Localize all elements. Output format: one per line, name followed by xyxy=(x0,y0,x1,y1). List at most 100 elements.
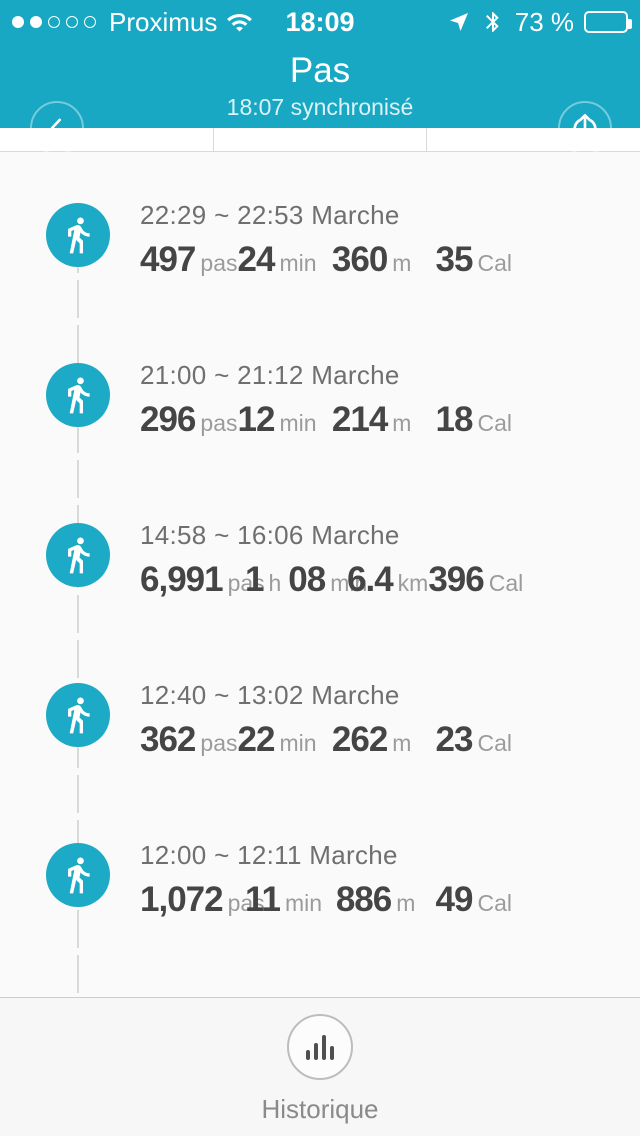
history-button[interactable] xyxy=(287,1014,353,1080)
walking-person-icon xyxy=(68,537,90,574)
stat-value: 886 xyxy=(335,880,392,919)
page-title: Pas xyxy=(289,51,351,90)
stat-value: 6.4 xyxy=(347,560,394,599)
signal-dot xyxy=(30,16,42,28)
stat-unit: m xyxy=(392,250,412,276)
bluetooth-icon xyxy=(485,12,499,32)
activity-time-range: 12:40 ~ 13:02 xyxy=(140,680,312,710)
stat-value: 1 xyxy=(245,560,264,599)
stats-table-remnant xyxy=(0,128,640,152)
activity-row[interactable]: 22:29 ~ 22:53 Marche 497 pas 24 min 360 m 35 Ca… xyxy=(0,152,640,312)
activity-row[interactable]: 14:58 ~ 16:06 Marche 6,991 pas 1 h 08 min 6.4 k… xyxy=(0,472,640,632)
timeline-connector xyxy=(77,235,79,997)
table-cell xyxy=(0,128,214,151)
stat-cell: 6.4 km xyxy=(347,560,428,600)
walk-activity-badge xyxy=(46,363,110,427)
activity-row[interactable]: 12:40 ~ 13:02 Marche 362 pas 22 min 262 m 23 Ca… xyxy=(0,632,640,792)
bar-chart-icon xyxy=(306,1035,334,1060)
activity-details: 22:29 ~ 22:53 Marche 497 pas 24 min 360 m 35 Ca… xyxy=(140,200,518,280)
stat-value: 360 xyxy=(331,240,388,279)
signal-dot xyxy=(12,16,24,28)
location-arrow-icon xyxy=(449,13,468,31)
stat-value: 24 xyxy=(237,240,276,279)
signal-dot xyxy=(48,16,60,28)
activity-details: 21:00 ~ 21:12 Marche 296 pas 12 min 214 m 18 Ca… xyxy=(140,360,518,440)
stat-unit: pas xyxy=(227,890,265,916)
activity-stats: 296 pas 12 min 214 m 18 Cal xyxy=(140,400,518,440)
activity-stats: 362 pas 22 min 262 m 23 Cal xyxy=(140,720,518,760)
sync-upload-icon xyxy=(573,113,597,141)
activity-title: 21:00 ~ 21:12 Marche xyxy=(140,360,518,391)
stat-unit: min xyxy=(279,250,317,276)
stat-value: 23 xyxy=(435,720,474,759)
stat-unit: pas xyxy=(227,570,265,596)
stat-cell: 35 Cal xyxy=(436,240,518,280)
activity-row[interactable]: 12:00 ~ 12:11 Marche 1,072 pas 11 min 886 m 49… xyxy=(0,792,640,952)
stat-value: 1,072 xyxy=(140,880,224,919)
stat-unit: Cal xyxy=(477,410,512,436)
stat-unit: Cal xyxy=(477,730,512,756)
carrier-label: Proximus xyxy=(109,6,218,37)
activity-time-range: 22:29 ~ 22:53 xyxy=(140,200,312,230)
activity-stats: 6,991 pas 1 h 08 min 6.4 km 396 Cal xyxy=(140,560,523,600)
activity-title: 14:58 ~ 16:06 Marche xyxy=(140,520,518,551)
stat-value: 11 xyxy=(245,880,281,919)
stat-cell: 396 Cal xyxy=(428,560,529,600)
stat-cell: 23 Cal xyxy=(436,720,518,760)
activity-stats: 1,072 pas 11 min 886 m 49 Cal xyxy=(140,880,518,920)
stat-value: 12 xyxy=(237,400,276,439)
stat-unit: m xyxy=(392,730,412,756)
walk-activity-badge xyxy=(46,203,110,267)
stat-cell: 214 m xyxy=(332,400,436,440)
footer-bar: Historique xyxy=(0,997,640,1136)
activity-type: Marche xyxy=(311,680,400,710)
stat-value: 396 xyxy=(428,560,484,599)
walk-activity-badge xyxy=(46,843,110,907)
signal-dot xyxy=(84,16,96,28)
activity-time-range: 12:00 ~ 12:11 xyxy=(140,840,310,870)
stat-cell: 18 Cal xyxy=(436,400,518,440)
stat-cell: 497 pas xyxy=(140,240,238,280)
stat-cell: 12 min xyxy=(238,400,332,440)
back-button[interactable] xyxy=(30,101,84,155)
stat-cell: 1 h 08 min xyxy=(245,560,367,600)
walking-person-icon xyxy=(68,377,90,414)
stat-unit: pas xyxy=(200,730,238,756)
walking-person-icon xyxy=(68,857,90,894)
stat-value: 18 xyxy=(435,400,474,439)
stat-unit: m xyxy=(396,890,416,916)
activity-type: Marche xyxy=(311,360,400,390)
stat-cell: 11 min xyxy=(245,880,336,920)
stat-cell: 362 pas xyxy=(140,720,238,760)
activity-details: 14:58 ~ 16:06 Marche 6,991 pas 1 h 08 min 6.4 k… xyxy=(140,520,523,600)
stat-cell: 22 min xyxy=(238,720,332,760)
status-left-group: Proximus xyxy=(12,7,253,38)
sync-button[interactable] xyxy=(558,101,612,155)
stat-cell: 1,072 pas xyxy=(140,880,265,920)
stat-unit: pas xyxy=(200,410,238,436)
stat-value: 35 xyxy=(435,240,474,279)
stat-unit: min xyxy=(330,570,368,596)
activity-title: 12:40 ~ 13:02 Marche xyxy=(140,680,518,711)
activity-row[interactable]: 21:00 ~ 21:12 Marche 296 pas 12 min 214 m 18 Ca… xyxy=(0,312,640,472)
stat-cell: 6,991 pas xyxy=(140,560,265,600)
walk-activity-badge xyxy=(46,683,110,747)
status-bar: Proximus 18:09 73 % xyxy=(0,0,640,44)
stat-cell: 360 m xyxy=(332,240,436,280)
stat-cell: 886 m xyxy=(336,880,436,920)
nav-header: Pas 18:07 synchronisé xyxy=(0,44,640,155)
stat-value: 262 xyxy=(331,720,388,759)
activity-type: Marche xyxy=(311,200,400,230)
stat-value: 296 xyxy=(140,400,196,439)
cell-signal-icon xyxy=(12,16,96,28)
activity-type: Marche xyxy=(309,840,398,870)
stat-unit: min xyxy=(279,410,317,436)
stat-unit: Cal xyxy=(477,250,512,276)
history-label: Historique xyxy=(261,1094,379,1124)
walking-person-icon xyxy=(68,697,90,734)
stat-unit: Cal xyxy=(488,570,524,596)
activity-details: 12:40 ~ 13:02 Marche 362 pas 22 min 262 m 23 Ca… xyxy=(140,680,518,760)
stat-value: 08 xyxy=(288,560,326,599)
chevron-left-icon xyxy=(50,118,62,138)
stat-unit: pas xyxy=(200,250,238,276)
